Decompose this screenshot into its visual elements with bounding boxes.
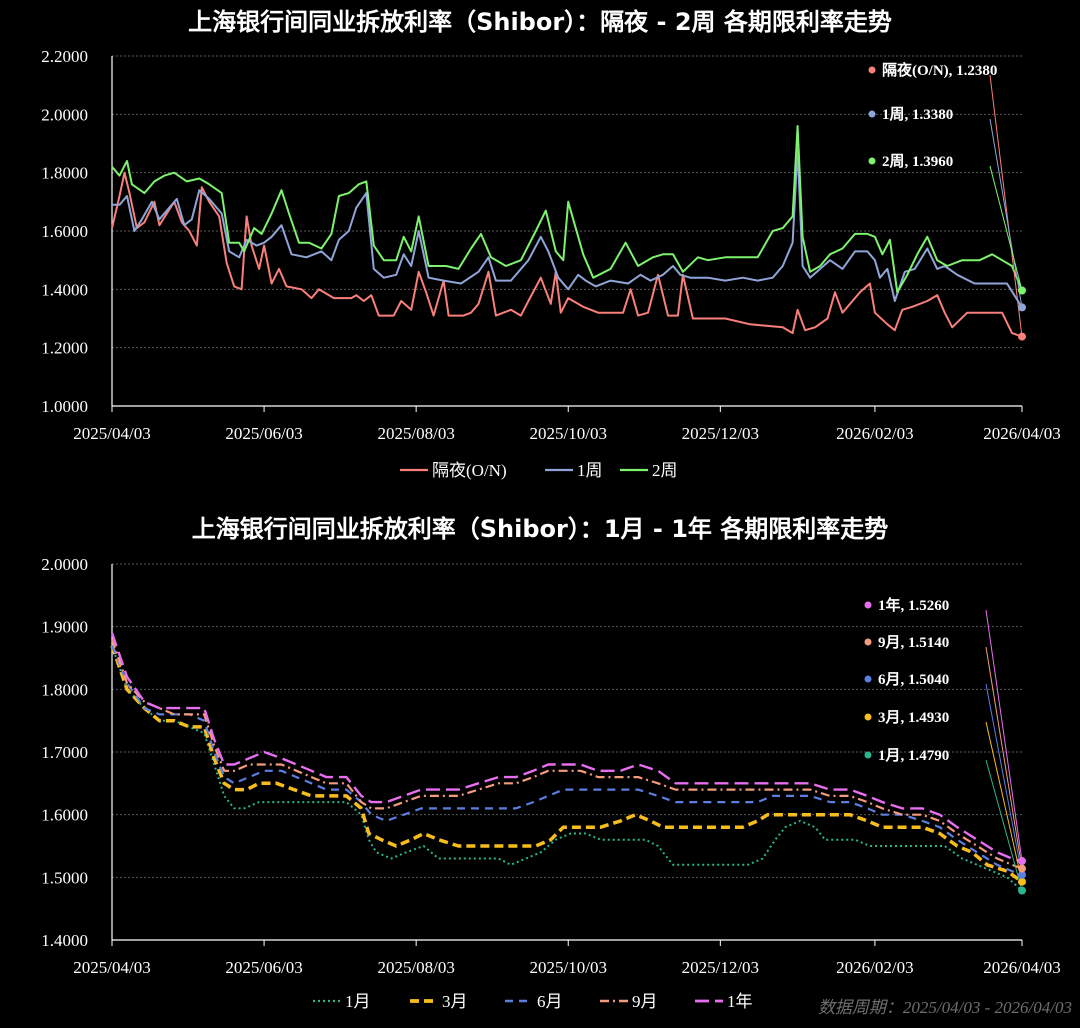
y-tick-label: 1.6000: [41, 222, 88, 241]
axes: 1.4000 1.5000 1.6000 1.7000 1.8000 1.9000 2.00…: [41, 555, 1060, 977]
legend-label: 9月: [632, 992, 658, 1011]
series-line: [112, 148, 1023, 308]
series-line: [111, 645, 1023, 892]
x-tick-label: 2025/10/03: [530, 958, 607, 977]
y-tick-label: 1.4000: [41, 280, 88, 299]
series-end-point: [1018, 857, 1026, 866]
last-value-label: 2周, 1.3960: [882, 153, 953, 170]
chart-long-term: 上海银行间同业拆放利率（Shibor）：1月 - 1年 各期限利率走势 1.40…: [41, 515, 1072, 1017]
y-tick-label: 1.8000: [41, 164, 88, 183]
x-tick-label: 2025/06/03: [225, 958, 302, 977]
y-tick-label: 2.2000: [41, 47, 88, 66]
label-leader-line: [985, 683, 1023, 875]
series-end-point: [1018, 870, 1026, 879]
x-tick-label: 2025/08/03: [377, 424, 454, 443]
label-marker: [864, 638, 872, 646]
x-tick-label: 2025/12/03: [682, 424, 759, 443]
label-leader-line: [989, 118, 1023, 308]
y-tick-label: 1.5000: [41, 868, 88, 887]
label-marker: [864, 751, 872, 759]
series-line: [110, 644, 1024, 884]
series-lines: [111, 125, 1023, 338]
label-marker: [868, 110, 876, 118]
x-tick-label: 2025/06/03: [225, 424, 302, 443]
y-tick-label: 1.9000: [41, 618, 88, 637]
series-end-point: [1018, 886, 1026, 895]
last-value-labels: 1月, 1.4790 3月, 1.4930 6月, 1.5040 9月, 1.5140…: [864, 596, 1026, 895]
x-tick-label: 2026/04/03: [983, 958, 1060, 977]
x-tick-label: 2025/08/03: [377, 958, 454, 977]
last-value-label: 1月, 1.4790: [878, 747, 949, 764]
x-tick-label: 2025/10/03: [530, 424, 607, 443]
x-tick-label: 2026/04/03: [983, 424, 1060, 443]
legend: 隔夜(O/N) 1周 2周: [400, 461, 678, 480]
y-tick-label: 1.4000: [41, 931, 88, 950]
last-value-label: 9月, 1.5140: [878, 634, 949, 651]
legend-label: 1月: [345, 992, 371, 1011]
last-value-label: 隔夜(O/N), 1.2380: [882, 61, 997, 79]
label-marker: [868, 66, 876, 74]
series-end-point: [1018, 864, 1026, 873]
chart-short-term: 上海银行间同业拆放利率（Shibor）：隔夜 - 2周 各期限利率走势 1.00…: [41, 8, 1060, 480]
series-line: [110, 632, 1023, 863]
x-tick-label: 2025/04/03: [73, 424, 150, 443]
legend-label: 2周: [652, 461, 678, 480]
x-tick-label: 2025/04/03: [73, 958, 150, 977]
series-end-point: [1018, 332, 1026, 341]
label-marker: [864, 675, 872, 683]
series-line: [111, 125, 1023, 294]
axes: 1.0000 1.2000 1.4000 1.6000 1.8000 2.0000 2.20…: [41, 47, 1060, 443]
x-tick-label: 2026/02/03: [836, 958, 913, 977]
x-tick-label: 2025/12/03: [682, 958, 759, 977]
y-tick-label: 1.2000: [41, 339, 88, 358]
last-value-label: 1周, 1.3380: [882, 106, 953, 123]
last-value-labels: 隔夜(O/N), 1.2380 1周, 1.3380 2周, 1.3960: [868, 61, 1026, 341]
series-line: [110, 638, 1023, 870]
y-tick-label: 1.8000: [41, 680, 88, 699]
label-leader-line: [985, 721, 1023, 882]
data-period-note: 数据周期：2025/04/03 - 2026/04/03: [818, 998, 1072, 1017]
y-tick-label: 1.0000: [41, 397, 88, 416]
legend-label: 6月: [537, 992, 563, 1011]
y-tick-label: 1.7000: [41, 743, 88, 762]
y-tick-label: 2.0000: [41, 105, 88, 124]
label-marker: [868, 157, 876, 165]
label-marker: [864, 713, 872, 721]
last-value-label: 1年, 1.5260: [878, 596, 949, 614]
label-leader-line: [985, 646, 1023, 869]
last-value-label: 3月, 1.4930: [878, 709, 949, 726]
last-value-label: 6月, 1.5040: [878, 671, 949, 688]
legend-label: 1年: [727, 992, 753, 1011]
legend-label: 1周: [577, 461, 603, 480]
legend-label: 隔夜(O/N): [432, 461, 507, 480]
series-end-point: [1018, 877, 1026, 886]
chart-title: 上海银行间同业拆放利率（Shibor）：隔夜 - 2周 各期限利率走势: [188, 8, 892, 36]
legend: 1月 3月 6月 9月 1年: [313, 992, 753, 1011]
label-leader-line: [985, 609, 1023, 862]
series-end-point: [1018, 286, 1026, 295]
series-end-point: [1018, 303, 1026, 312]
series-lines: [110, 632, 1024, 892]
series-line: [111, 171, 1023, 338]
legend-label: 3月: [442, 992, 468, 1011]
x-tick-label: 2026/02/03: [836, 424, 913, 443]
label-marker: [864, 601, 872, 609]
label-leader-line: [989, 165, 1023, 291]
y-tick-label: 2.0000: [41, 555, 88, 574]
label-leader-line: [989, 74, 1023, 337]
chart-title: 上海银行间同业拆放利率（Shibor）：1月 - 1年 各期限利率走势: [192, 515, 889, 543]
series-line: [110, 645, 1023, 876]
y-tick-label: 1.6000: [41, 806, 88, 825]
label-leader-line: [985, 759, 1023, 891]
